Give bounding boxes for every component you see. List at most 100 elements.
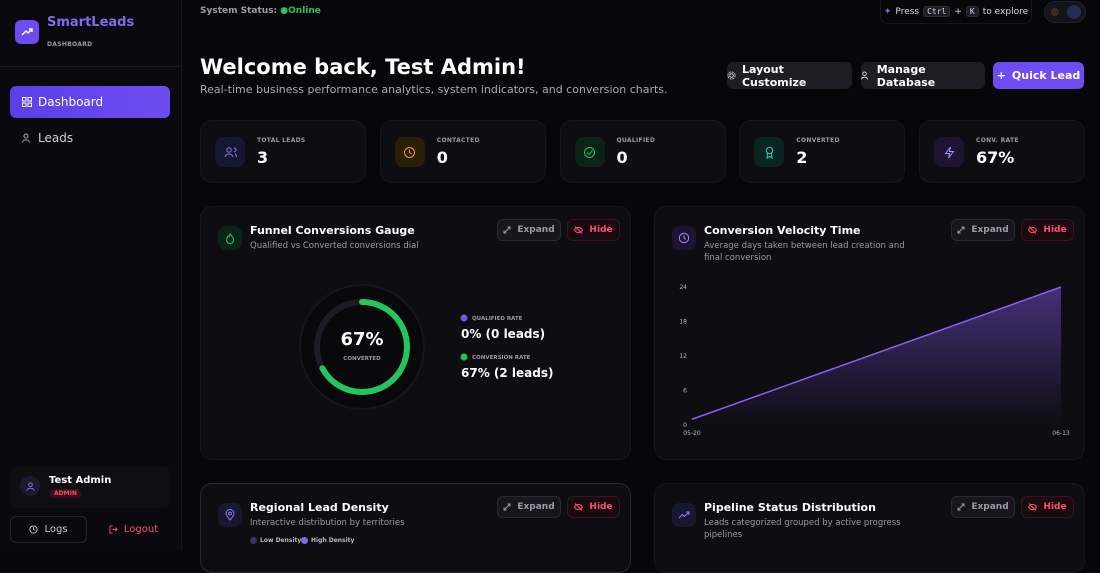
stat-card: CONTACTED 0: [379, 120, 546, 183]
expand-button[interactable]: Expand: [497, 496, 561, 518]
stat-value: 0: [436, 148, 448, 167]
hide-button[interactable]: Hide: [1021, 219, 1074, 241]
hide-button[interactable]: Hide: [567, 219, 620, 241]
page-title: Welcome back, Test Admin!: [200, 55, 526, 79]
moon-icon: [1067, 5, 1081, 19]
panel-title: Pipeline Status Distribution: [704, 501, 876, 514]
button-label: Quick Lead: [1011, 69, 1081, 82]
panel-subtitle: Leads categorized grouped by active prog…: [704, 518, 901, 540]
stat-icon: [584, 146, 595, 158]
hide-label: Hide: [589, 502, 613, 512]
expand-label: Expand: [971, 502, 1009, 512]
legend-label: High Density: [311, 537, 355, 544]
stat-card: CONV. RATE 67%: [919, 120, 1085, 183]
gauge: 67% CONVERTED QUALIFIED RATE 0% (0 leads) CO…: [299, 284, 553, 410]
y-tick-label: 0: [683, 422, 687, 429]
nav-label: Dashboard: [38, 95, 104, 109]
database-button[interactable]: Manage Database: [861, 62, 985, 89]
expand-icon: [957, 503, 965, 511]
hide-icon: [574, 226, 584, 234]
panel-icon: [678, 232, 690, 244]
avatar: [20, 476, 40, 496]
hide-label: Hide: [589, 225, 613, 235]
y-tick-label: 18: [679, 319, 687, 326]
stat-value: 0: [616, 148, 628, 167]
panel-icon: [225, 509, 235, 521]
panel-icon-box: [672, 226, 696, 250]
hide-label: Hide: [1043, 225, 1067, 235]
status-value: Online: [288, 6, 321, 16]
expand-button[interactable]: Expand: [951, 219, 1015, 241]
stat-icon: [224, 146, 237, 157]
legend-label: CONVERSION RATE: [472, 355, 531, 361]
system-status: System Status: ●Online: [200, 6, 321, 16]
stat-icon-box: [754, 137, 785, 167]
key: Ctrl: [923, 6, 951, 17]
page-subtitle: Real-time business performance analytics…: [200, 83, 668, 96]
panel-title: Funnel Conversions Gauge: [250, 224, 415, 237]
expand-button[interactable]: Expand: [951, 496, 1015, 518]
gear-icon: [727, 71, 736, 80]
quick-lead-button[interactable]: + Quick Lead: [993, 62, 1084, 89]
layout-button[interactable]: Layout Customize: [727, 62, 852, 89]
button-label: Manage Database: [876, 62, 936, 89]
stat-icon-box: [934, 137, 964, 167]
status-label: System Status:: [200, 6, 278, 16]
stat-icon-box: [574, 137, 605, 167]
logout-button[interactable]: Logout: [95, 516, 172, 543]
panel-title: Conversion Velocity Time: [704, 224, 861, 237]
panel-title: Regional Lead Density: [250, 501, 389, 514]
user-card: Test Admin ADMIN: [10, 466, 170, 508]
shortcut-suffix: to explore: [982, 6, 1029, 17]
gauge-caption: CONVERTED: [343, 356, 381, 362]
shortcut-press: Press: [895, 6, 920, 17]
hide-button[interactable]: Hide: [1021, 496, 1074, 518]
brand-sub: DASHBOARD: [47, 41, 93, 48]
brand: SmartLeads: [47, 15, 135, 30]
stat-value: 67%: [976, 148, 1015, 167]
legend-dot: [460, 314, 468, 322]
nav-icon: [22, 133, 30, 143]
logs-label: Logs: [44, 524, 68, 535]
key: K: [965, 6, 979, 17]
expand-label: Expand: [971, 225, 1009, 235]
panel-card: Conversion Velocity Time Average days tak…: [654, 206, 1085, 460]
stat-label: CONVERTED: [796, 137, 840, 144]
hide-button[interactable]: Hide: [567, 496, 620, 518]
user-name: Test Admin: [49, 475, 112, 486]
y-tick-label: 12: [679, 353, 687, 360]
logs-icon: [29, 525, 39, 534]
panel-subtitle: Interactive distribution by territories: [250, 518, 405, 528]
nav-icon: [22, 97, 32, 107]
expand-label: Expand: [517, 225, 555, 235]
legend-dot: [301, 537, 308, 544]
stat-label: CONTACTED: [436, 137, 480, 144]
user-role: ADMIN: [50, 489, 81, 498]
stat-label: TOTAL LEADS: [257, 137, 306, 144]
expand-button[interactable]: Expand: [497, 219, 561, 241]
legend-value: 0% (0 leads): [461, 327, 545, 341]
area: [692, 287, 1061, 425]
logout-icon: [109, 525, 118, 534]
nav-item[interactable]: Leads: [10, 122, 170, 154]
legend-value: 67% (2 leads): [461, 366, 553, 380]
logs-button[interactable]: Logs: [10, 516, 87, 543]
line-chart: 0 6 12 18 24 05-20 06-13: [679, 284, 1070, 437]
theme-toggle[interactable]: [1044, 1, 1086, 23]
command-palette[interactable]: ✦ Press Ctrl + K to explore: [880, 0, 1032, 24]
legend-dot: [250, 537, 257, 544]
panel-icon-box: [218, 226, 242, 250]
logo: [15, 20, 39, 44]
nav-item[interactable]: Dashboard: [10, 86, 170, 118]
legend-label: Low Density: [260, 537, 302, 544]
y-tick-label: 24: [679, 284, 687, 291]
panel-card: Regional Lead Density Interactive distrib…: [200, 483, 631, 573]
panel-icon: [678, 511, 690, 519]
expand-icon: [503, 503, 511, 511]
gauge-arc: [314, 299, 410, 395]
expand-icon: [957, 226, 965, 234]
stat-card: QUALIFIED 0: [559, 120, 726, 183]
stat-label: CONV. RATE: [976, 137, 1019, 144]
